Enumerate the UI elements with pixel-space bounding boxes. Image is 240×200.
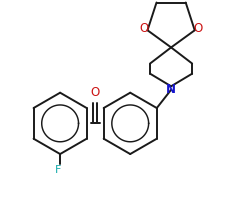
Text: O: O <box>90 86 100 99</box>
Text: F: F <box>55 165 61 175</box>
Text: N: N <box>166 83 176 96</box>
Text: O: O <box>139 22 149 35</box>
Text: O: O <box>194 22 203 35</box>
